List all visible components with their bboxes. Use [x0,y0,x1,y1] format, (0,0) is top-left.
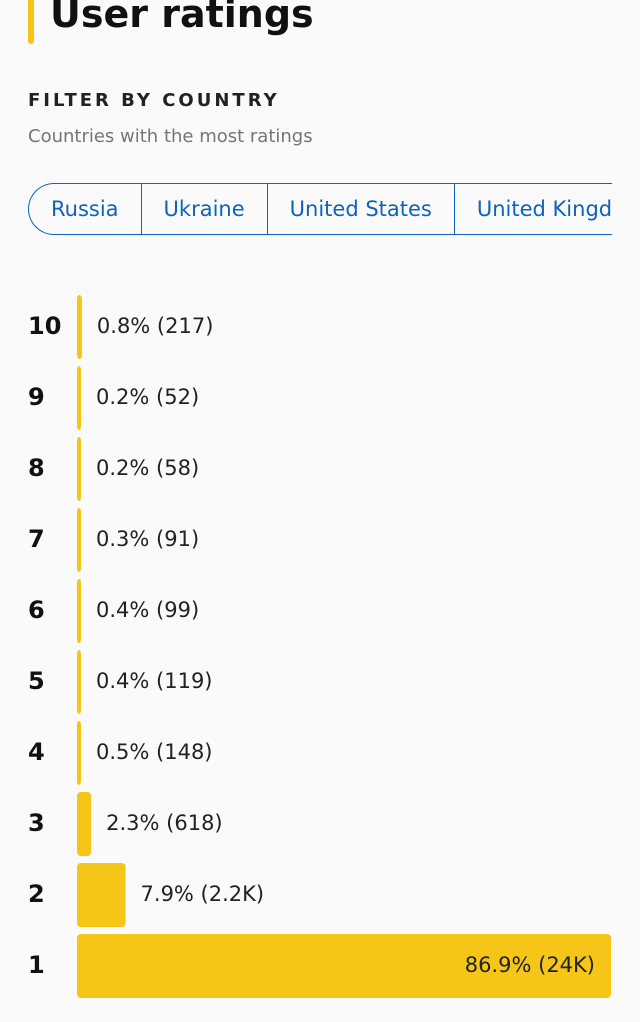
category-label: 6 [28,596,45,624]
category-label: 3 [28,809,45,837]
page-title: User ratings [50,0,314,36]
bar [77,863,126,927]
value-label: 0.8% (217) [97,314,213,338]
value-label: 7.9% (2.2K) [141,882,265,906]
country-tab[interactable]: Russia [29,184,142,234]
bar [77,508,81,572]
value-label: 0.2% (52) [96,385,199,409]
bar [77,295,82,359]
category-label: 5 [28,667,45,695]
bar [77,366,81,430]
bar [77,579,81,643]
bar [77,792,92,856]
category-label: 4 [28,738,45,766]
category-label: 1 [28,951,45,979]
bar [77,721,81,785]
filter-subtitle: Countries with the most ratings [28,126,313,147]
category-label: 7 [28,525,45,553]
filter-heading: FILTER BY COUNTRY [28,90,280,111]
country-tab[interactable]: United Kingdom [455,184,612,234]
value-label: 2.3% (618) [106,811,223,835]
value-label: 0.2% (58) [96,456,199,480]
bar [77,650,81,714]
country-tab[interactable]: United States [268,184,455,234]
bar [77,934,611,998]
chart: 10 0.8% (217) 9 0.2% (52) 8 0.2% (58) 7 0.3% (9… [28,295,611,998]
bar [77,437,81,501]
category-label: 2 [28,880,45,908]
value-label: 0.4% (99) [96,598,199,622]
country-tab[interactable]: Ukraine [142,184,268,234]
title-accent [28,0,34,44]
value-label: 86.9% (24K) [465,953,595,977]
category-label: 9 [28,383,45,411]
category-label: 8 [28,454,45,482]
value-label: 0.5% (148) [96,740,213,764]
value-label: 0.3% (91) [96,527,199,551]
value-label: 0.4% (119) [96,669,213,693]
category-label: 10 [28,312,61,340]
